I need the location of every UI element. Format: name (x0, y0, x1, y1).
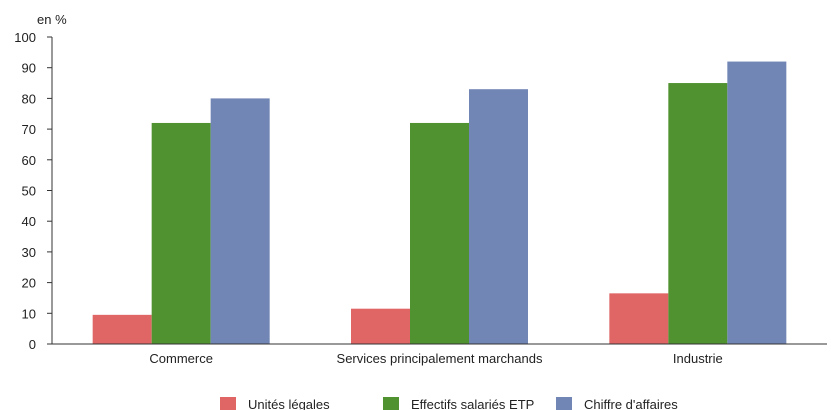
legend-label: Effectifs salariés ETP (411, 397, 534, 410)
legend-swatch (220, 397, 236, 410)
y-tick-label: 0 (29, 337, 36, 352)
y-tick-label: 50 (22, 184, 36, 199)
legend-swatch (556, 397, 572, 410)
bar (727, 61, 787, 345)
bar (210, 98, 270, 345)
bar (609, 293, 669, 344)
x-category-label: Commerce (149, 351, 213, 366)
y-tick-label: 90 (22, 61, 36, 76)
legend-label: Chiffre d'affaires (584, 397, 678, 410)
x-category-label: Industrie (673, 351, 723, 366)
y-axis-unit-label: en % (37, 12, 67, 27)
y-tick-label: 60 (22, 153, 36, 168)
x-category-label: Services principalement marchands (337, 351, 543, 366)
y-tick-label: 30 (22, 245, 36, 260)
bar (351, 308, 410, 344)
y-tick-label: 10 (22, 306, 36, 321)
y-tick-label: 100 (14, 30, 36, 45)
bar (151, 122, 211, 345)
y-tick-label: 20 (22, 276, 36, 291)
y-tick-label: 40 (22, 214, 36, 229)
bar (410, 122, 469, 345)
bars (92, 61, 787, 345)
y-axis: 0 10 20 30 40 50 60 70 80 90 100 (14, 30, 53, 352)
y-tick-label: 70 (22, 122, 36, 137)
legend-swatch (383, 397, 399, 410)
bar (668, 83, 728, 345)
legend: Unités légales Effectifs salariés ETP Chif… (220, 397, 678, 410)
y-tick-label: 80 (22, 91, 36, 106)
legend-label: Unités légales (248, 397, 330, 410)
bar (469, 89, 528, 344)
bar (92, 314, 152, 344)
x-axis: Commerce Services principalement marchand… (52, 343, 827, 366)
